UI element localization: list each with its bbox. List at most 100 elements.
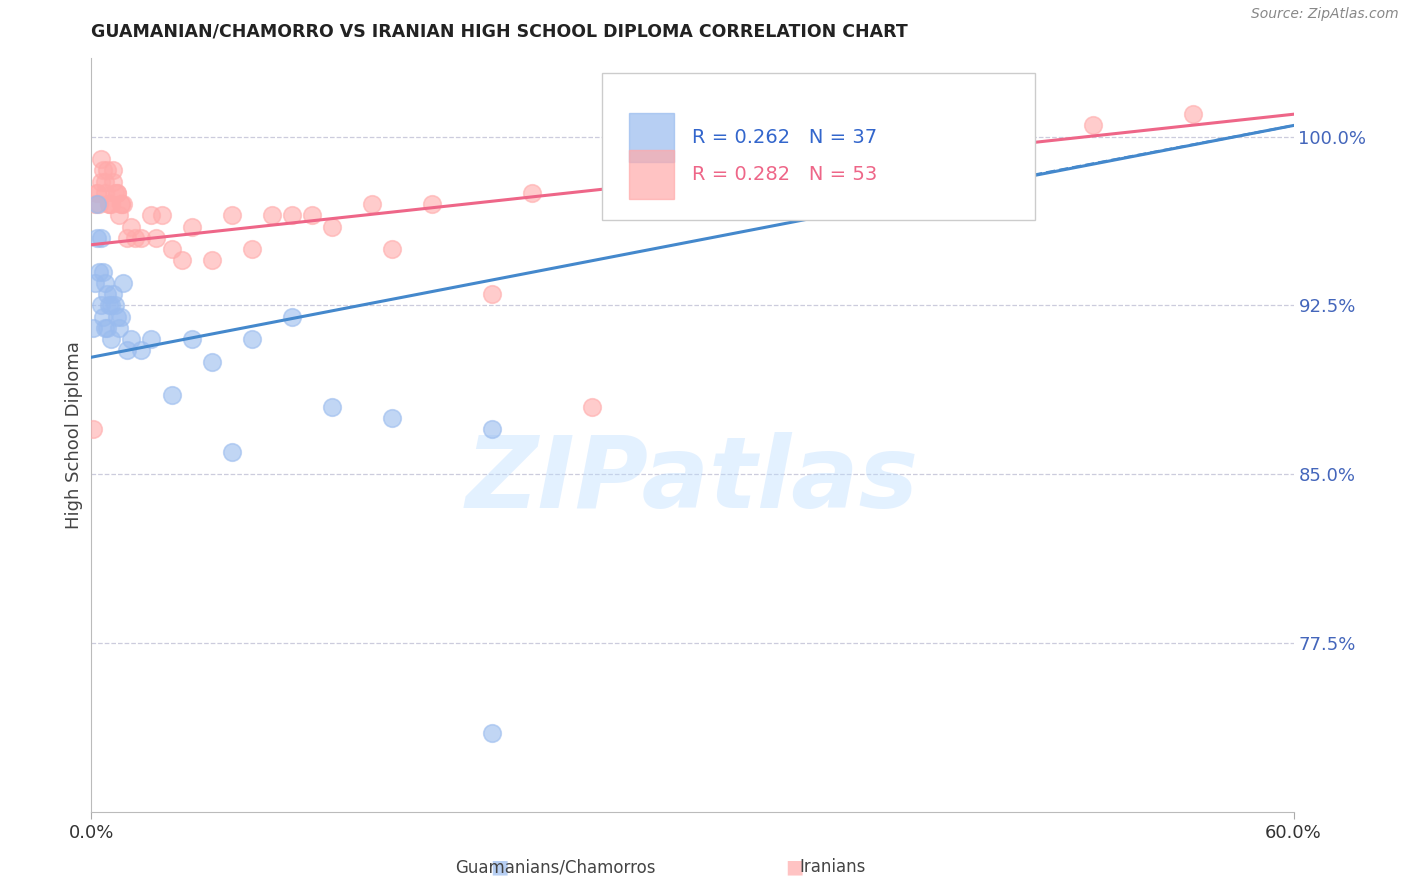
Point <box>93 163 115 178</box>
Point <box>360 197 382 211</box>
Point <box>381 242 404 256</box>
Point <box>100 197 122 211</box>
Point <box>98 298 121 312</box>
Point <box>201 355 224 369</box>
Point <box>90 298 112 312</box>
Point <box>84 197 107 211</box>
Point <box>131 343 153 358</box>
Point <box>93 265 115 279</box>
Point <box>103 163 125 178</box>
Point <box>301 209 323 223</box>
Point <box>240 332 263 346</box>
Point <box>90 175 112 189</box>
Point <box>121 332 143 346</box>
Point <box>94 276 117 290</box>
Point <box>86 231 108 245</box>
Point <box>260 209 283 223</box>
Point <box>86 186 108 200</box>
Point <box>221 444 243 458</box>
Point <box>94 321 117 335</box>
Point <box>321 400 343 414</box>
Point <box>82 321 104 335</box>
Point <box>110 197 132 211</box>
Point <box>107 186 129 200</box>
Point <box>117 343 139 358</box>
Point <box>124 231 146 245</box>
Point <box>321 219 343 234</box>
Point <box>104 186 127 200</box>
Point <box>90 153 112 167</box>
Point <box>98 197 121 211</box>
Point <box>107 310 129 324</box>
Point <box>281 310 304 324</box>
Point <box>110 310 132 324</box>
Point <box>581 400 603 414</box>
Text: ■: ■ <box>785 857 804 877</box>
Point <box>86 186 108 200</box>
Point <box>281 209 304 223</box>
Point <box>112 276 135 290</box>
Point <box>86 197 108 211</box>
Point <box>89 265 111 279</box>
Text: ■: ■ <box>489 857 509 877</box>
Point <box>94 186 117 200</box>
Point <box>481 726 503 740</box>
Point <box>103 175 125 189</box>
Point <box>201 253 224 268</box>
Point <box>240 242 263 256</box>
Point <box>481 422 503 436</box>
Point <box>108 209 131 223</box>
Point <box>981 129 1004 144</box>
Point <box>145 231 167 245</box>
Point <box>621 163 644 178</box>
Point <box>1182 107 1205 121</box>
Point <box>112 197 135 211</box>
Point <box>100 332 122 346</box>
Point <box>108 321 131 335</box>
Point <box>141 332 163 346</box>
Point <box>121 219 143 234</box>
Point <box>420 197 443 211</box>
Point <box>1083 119 1105 133</box>
Point <box>117 231 139 245</box>
Text: GUAMANIAN/CHAMORRO VS IRANIAN HIGH SCHOOL DIPLOMA CORRELATION CHART: GUAMANIAN/CHAMORRO VS IRANIAN HIGH SCHOO… <box>91 22 908 40</box>
Point <box>96 287 118 301</box>
Text: R = 0.262   N = 37: R = 0.262 N = 37 <box>692 128 877 146</box>
Point <box>681 186 703 200</box>
Point <box>381 411 404 425</box>
Point <box>150 209 173 223</box>
Point <box>170 253 193 268</box>
Point <box>93 310 115 324</box>
Point <box>82 422 104 436</box>
Bar <box>628 112 675 161</box>
Text: Iranians: Iranians <box>799 858 866 876</box>
Point <box>98 197 121 211</box>
Point <box>89 197 111 211</box>
Point <box>882 141 904 155</box>
Point <box>180 332 202 346</box>
FancyBboxPatch shape <box>602 73 1035 220</box>
Point <box>141 209 163 223</box>
Point <box>107 186 129 200</box>
Point <box>110 197 132 211</box>
Text: R = 0.282   N = 53: R = 0.282 N = 53 <box>692 165 877 185</box>
Point <box>103 287 125 301</box>
Point <box>131 231 153 245</box>
Point <box>221 209 243 223</box>
Point <box>782 175 804 189</box>
Point <box>981 163 1004 178</box>
Y-axis label: High School Diploma: High School Diploma <box>65 341 83 529</box>
Bar <box>628 151 675 199</box>
Text: ZIPatlas: ZIPatlas <box>465 432 920 529</box>
Point <box>160 388 183 402</box>
Point <box>84 276 107 290</box>
Point <box>481 287 503 301</box>
Point <box>96 163 118 178</box>
Text: Source: ZipAtlas.com: Source: ZipAtlas.com <box>1251 7 1399 21</box>
Point <box>160 242 183 256</box>
Point <box>104 298 127 312</box>
Point <box>100 298 122 312</box>
Point <box>96 321 118 335</box>
Point <box>520 186 543 200</box>
Point <box>180 219 202 234</box>
